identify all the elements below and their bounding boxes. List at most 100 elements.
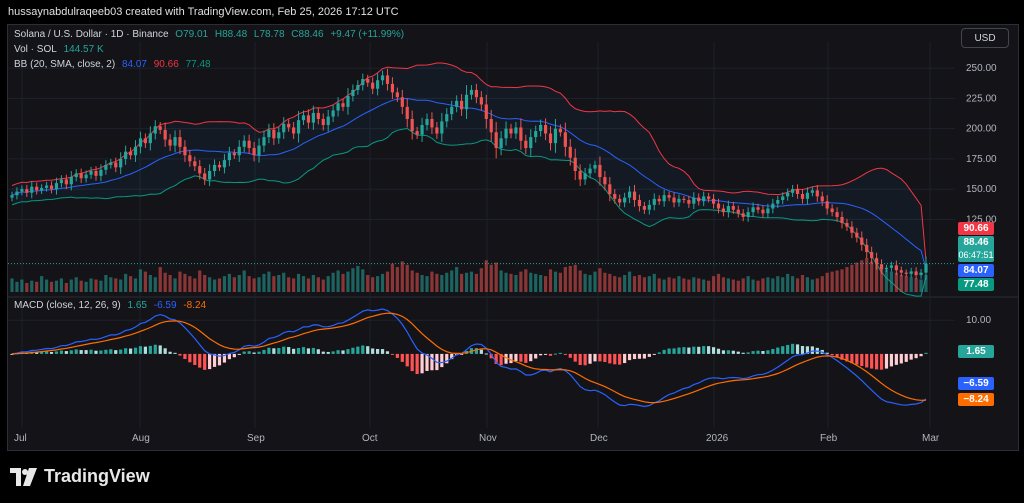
chart-frame[interactable]	[7, 24, 1019, 451]
candle-body	[558, 128, 562, 133]
macd-histogram-bar	[311, 347, 315, 354]
candle-body	[766, 208, 770, 214]
volume-bar	[884, 269, 889, 292]
candle-body	[534, 131, 538, 138]
macd-histogram-bar	[410, 353, 414, 372]
bb-upper-value: 90.66	[153, 59, 179, 70]
candle-body	[539, 125, 543, 132]
macd-histogram-bar	[79, 350, 83, 354]
candle-body	[361, 79, 365, 86]
candle-body	[677, 198, 681, 203]
price-axis-tick: 150.00	[966, 184, 997, 195]
volume-bar	[919, 279, 923, 292]
macd-histogram-bar	[450, 353, 454, 360]
candle-body	[509, 128, 513, 134]
macd-histogram-bar	[193, 353, 197, 365]
candle-body	[840, 216, 844, 224]
volume-bar	[642, 277, 646, 292]
candle-body	[232, 152, 236, 156]
volume-bar	[894, 272, 898, 292]
macd-histogram-bar	[203, 353, 207, 370]
candle-body	[301, 115, 306, 121]
macd-histogram-bar	[361, 345, 365, 354]
macd-hist-value: 1.65	[127, 300, 147, 311]
volume-bar	[850, 264, 854, 292]
macd-histogram-bar	[237, 353, 241, 355]
candle-body	[292, 127, 296, 134]
volume-bar	[652, 273, 656, 292]
time-axis-tick: Sep	[247, 433, 265, 444]
candle-body	[874, 258, 879, 265]
macd-line-tag: −6.59	[958, 377, 994, 390]
volume-bar	[361, 269, 365, 292]
macd-histogram-bar	[904, 353, 908, 362]
volume-bar	[464, 272, 469, 292]
volume-bar	[163, 272, 167, 292]
macd-histogram-bar	[124, 348, 128, 354]
volume-bar	[588, 275, 592, 292]
candle-body	[613, 193, 617, 199]
macd-histogram-bar	[697, 346, 701, 354]
volume-bar	[64, 282, 68, 292]
volume-bar	[430, 271, 434, 292]
macd-histogram-bar	[415, 353, 419, 375]
macd-histogram-bar	[148, 345, 152, 354]
candle-body	[212, 164, 217, 171]
macd-histogram-bar	[282, 346, 286, 354]
macd-histogram-bar	[800, 346, 805, 354]
candle-body	[44, 185, 49, 188]
volume-bar	[756, 280, 760, 292]
macd-histogram-bar	[588, 353, 592, 364]
candle-body	[800, 193, 805, 199]
volume-bar	[865, 258, 869, 292]
volume-bar	[539, 275, 543, 292]
macd-histogram-bar	[692, 346, 696, 354]
candle-body	[405, 106, 409, 119]
volume-bar	[311, 275, 315, 292]
candle-body	[450, 106, 454, 115]
macd-histogram-bar	[672, 348, 676, 354]
macd-signal-value: -8.24	[183, 300, 207, 311]
macd-histogram-bar	[568, 353, 572, 358]
candle-body	[494, 132, 498, 149]
candle-body	[884, 267, 889, 270]
candle-body	[573, 157, 577, 171]
volume-bar	[84, 281, 88, 292]
candle-body	[479, 97, 483, 105]
macd-histogram-bar	[44, 351, 49, 354]
candle-body	[114, 162, 118, 168]
candle-body	[731, 206, 735, 210]
volume-bar	[489, 264, 493, 292]
volume-bar	[904, 276, 908, 292]
volume-bar	[208, 277, 212, 292]
volume-bar	[356, 265, 360, 292]
volume-bar	[657, 278, 661, 292]
candle-body	[148, 133, 152, 144]
macd-histogram-bar	[479, 349, 483, 354]
volume-bar	[400, 261, 404, 292]
currency-button[interactable]: USD	[961, 28, 1009, 48]
candle-body	[860, 237, 864, 245]
volume-bar	[474, 273, 479, 292]
candle-body	[10, 195, 14, 198]
macd-histogram-bar	[534, 353, 538, 359]
volume-bar	[603, 272, 607, 292]
macd-histogram-bar	[623, 353, 627, 364]
macd-histogram-bar	[54, 351, 59, 354]
candle-body	[791, 189, 795, 193]
macd-histogram-bar	[484, 353, 488, 355]
candle-body	[711, 198, 716, 204]
volume-bar	[914, 278, 918, 292]
volume-bar	[702, 279, 706, 292]
macd-signal-tag: −8.24	[958, 393, 994, 406]
volume-bar	[830, 271, 834, 292]
candle-body	[425, 118, 429, 126]
volume-bar	[44, 279, 49, 292]
candle-body	[786, 192, 790, 197]
volume-bar	[188, 276, 192, 292]
candle-body	[687, 200, 691, 204]
volume-bar	[119, 279, 123, 292]
candle-body	[119, 158, 123, 168]
candle-body	[618, 198, 622, 203]
